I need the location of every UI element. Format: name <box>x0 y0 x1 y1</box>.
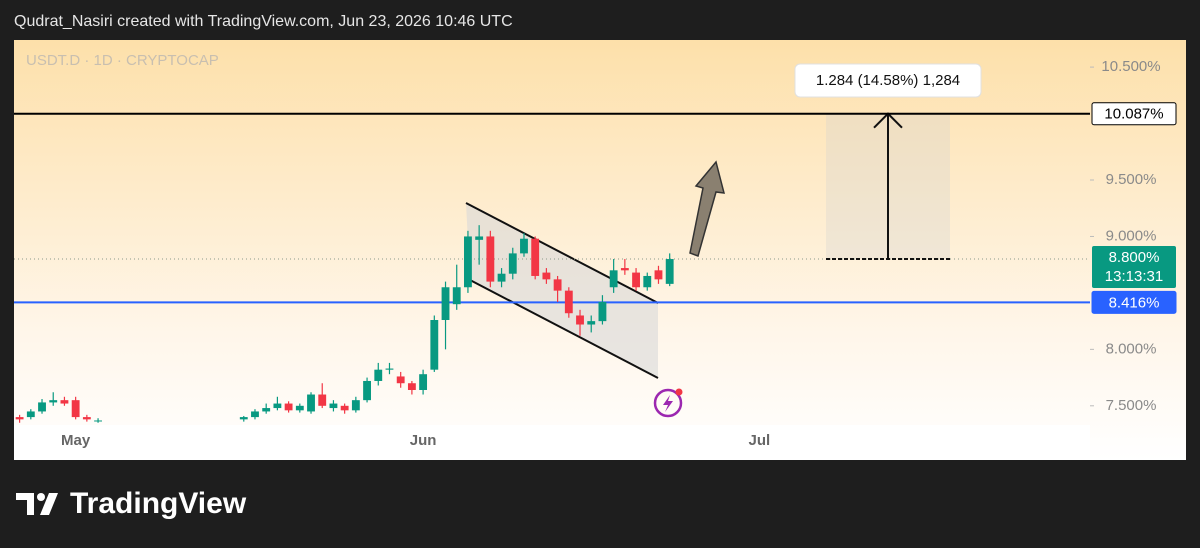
candle-body <box>94 420 102 422</box>
candle-body <box>82 417 91 420</box>
candle-body <box>531 238 540 276</box>
candle-body <box>620 268 629 271</box>
candle-body <box>576 315 584 325</box>
candles <box>15 225 674 423</box>
candle-body <box>49 400 58 403</box>
chart-panel <box>14 40 1186 460</box>
candle-body <box>542 272 551 280</box>
candle-body <box>643 275 652 288</box>
price-label: 8.416% <box>1109 294 1160 311</box>
measure-label: 1.284 (14.58%) 1,284 <box>816 72 960 89</box>
candle-body <box>284 403 293 411</box>
candle-body <box>71 400 80 418</box>
candle-body <box>329 403 338 409</box>
candle-body <box>239 417 248 420</box>
candle-body <box>609 270 618 288</box>
candle-body <box>441 287 450 320</box>
candle-body <box>475 236 484 240</box>
candle-body <box>407 383 416 390</box>
last-price-label: 8.800% <box>1109 249 1160 266</box>
candle-body <box>665 259 674 284</box>
candle-body <box>587 321 596 325</box>
candle-body <box>374 369 383 381</box>
time-axis <box>14 425 1090 460</box>
candle-body <box>60 400 69 404</box>
candle-body <box>251 411 259 418</box>
price-label-box <box>1091 102 1177 126</box>
candle-body <box>262 408 271 412</box>
y-tick-label: 9.500% <box>1106 171 1157 188</box>
symbol-watermark: USDT.D · 1D · CRYPTOCAP <box>26 52 219 69</box>
alert-icon <box>653 388 683 418</box>
candle-body <box>553 279 562 291</box>
trend-arrow <box>689 160 726 257</box>
measure-label-box <box>794 63 982 98</box>
candle-body <box>508 253 517 274</box>
candle-body <box>340 405 349 411</box>
x-tick-label: Jul <box>749 432 771 449</box>
candle-body <box>363 380 371 401</box>
price-label-box <box>1091 290 1177 314</box>
y-tick-label: 8.000% <box>1106 340 1157 357</box>
channel-drawing <box>465 202 659 379</box>
candle-body <box>351 400 360 411</box>
candle-body <box>295 405 304 411</box>
candle-body <box>15 417 24 420</box>
x-tick-label: May <box>61 432 91 449</box>
candle-body <box>452 287 461 305</box>
y-tick-label: 10.500% <box>1101 58 1160 75</box>
last-price-box <box>1092 246 1176 289</box>
countdown-label: 13:13:31 <box>1105 268 1163 285</box>
candle-body <box>520 238 528 254</box>
y-tick-label: 9.000% <box>1106 227 1157 244</box>
candle-body <box>318 394 327 406</box>
header: Qudrat_Nasiri created with TradingView.c… <box>14 13 513 30</box>
logo-text: TradingView <box>70 487 247 520</box>
x-tick-label: Jun <box>410 432 437 449</box>
candle-body <box>307 394 315 412</box>
candle-body <box>396 376 405 384</box>
candle-body <box>497 273 506 282</box>
candle-body <box>419 374 428 390</box>
candle-body <box>564 290 573 314</box>
candle-body <box>26 411 35 418</box>
candle-body <box>273 403 282 409</box>
y-tick-label: 7.500% <box>1106 397 1157 414</box>
candle-body <box>38 402 46 412</box>
price-label: 10.087% <box>1104 106 1163 123</box>
candle-body <box>598 301 607 322</box>
candle-body <box>654 270 663 280</box>
candle-body <box>632 272 640 288</box>
tradingview-logo: TradingView <box>16 487 247 520</box>
candle-body <box>464 236 472 288</box>
candle-body <box>385 368 394 370</box>
candle-body <box>486 236 495 282</box>
candle-body <box>430 320 439 370</box>
